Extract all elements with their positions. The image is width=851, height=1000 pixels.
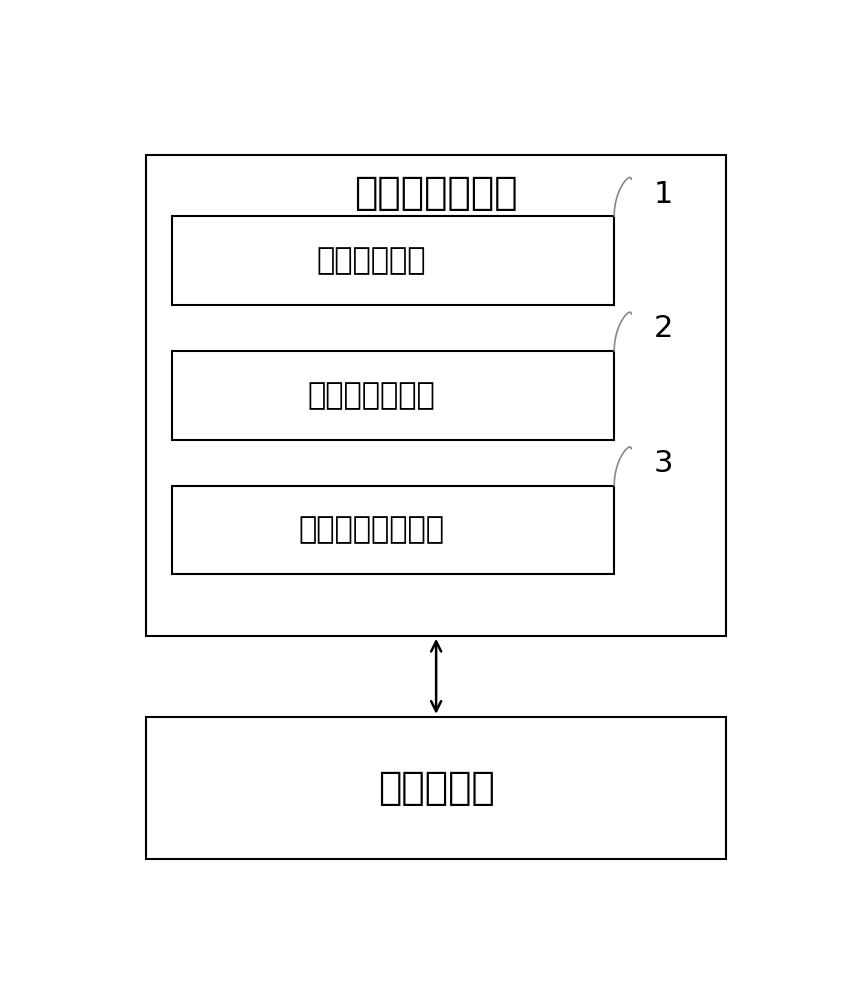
Bar <box>172 351 614 440</box>
Text: 2: 2 <box>654 314 673 343</box>
Bar <box>146 717 726 859</box>
Text: 1: 1 <box>654 180 673 209</box>
Text: 安全性信息载体: 安全性信息载体 <box>354 174 518 212</box>
Bar <box>172 216 614 305</box>
Text: 视频采集单元: 视频采集单元 <box>317 246 426 275</box>
Text: 疲劳驾驶判定单元: 疲劳驾驶判定单元 <box>298 516 444 545</box>
Bar <box>146 155 726 636</box>
Text: 图像传感器: 图像传感器 <box>378 769 494 807</box>
Text: 图像帧提取单元: 图像帧提取单元 <box>307 381 435 410</box>
Text: 3: 3 <box>654 449 673 478</box>
Bar <box>172 486 614 574</box>
